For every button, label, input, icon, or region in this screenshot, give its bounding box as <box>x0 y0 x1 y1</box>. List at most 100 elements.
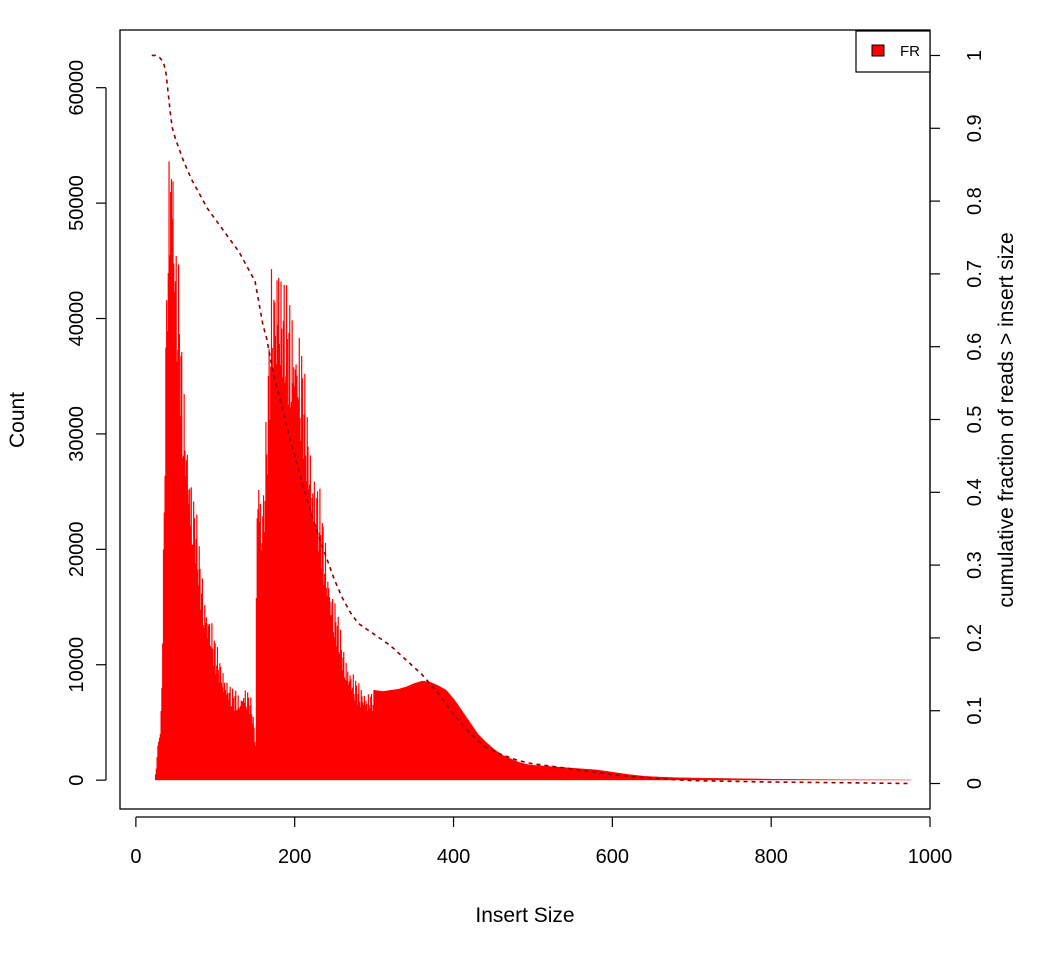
histogram-bar <box>792 779 794 781</box>
histogram-bar <box>221 687 223 781</box>
histogram-bar <box>216 647 219 781</box>
histogram-bar <box>413 683 416 781</box>
histogram-bar <box>777 779 779 781</box>
histogram-bar <box>636 775 639 781</box>
histogram-bar <box>451 697 454 781</box>
histogram-bar <box>754 778 756 781</box>
histogram-bar <box>718 778 720 781</box>
histogram-bar <box>469 722 471 781</box>
histogram-bar <box>660 776 662 781</box>
histogram-bar <box>486 743 489 781</box>
histogram-bar <box>398 688 400 781</box>
histogram-bar <box>781 779 783 781</box>
histogram-bar <box>714 778 716 781</box>
histogram-bar <box>330 601 332 781</box>
histogram-bar <box>272 370 274 781</box>
histogram-bar <box>304 373 306 781</box>
histogram-bar <box>627 774 629 781</box>
histogram-bar <box>279 365 281 781</box>
histogram-bar <box>829 779 832 781</box>
histogram-bar <box>825 779 827 781</box>
histogram-bar <box>421 680 423 781</box>
histogram-bar <box>619 773 621 781</box>
histogram-bar <box>158 741 160 781</box>
histogram-bar <box>635 775 637 781</box>
histogram-bar <box>638 775 640 781</box>
histogram-bar <box>191 545 193 781</box>
y-axis: 0 10000 20000 30000 40000 50000 60000 <box>66 60 107 786</box>
histogram-bar <box>417 682 419 781</box>
histogram-bar <box>607 771 609 781</box>
x-axis: 0 200 400 600 800 1000 <box>130 816 953 868</box>
histogram-bar <box>298 337 300 781</box>
histogram-bar <box>567 767 569 781</box>
histogram-bar <box>690 777 693 781</box>
histogram-bar <box>236 709 238 781</box>
histogram-bar <box>609 771 611 781</box>
histogram-bar <box>802 779 804 781</box>
histogram-bar <box>654 776 656 781</box>
histogram-bar <box>690 777 692 781</box>
histogram-bar <box>698 777 701 781</box>
histogram-bar <box>374 690 377 781</box>
histogram-bar <box>659 776 661 781</box>
histogram-bar <box>775 779 778 781</box>
histogram-bar <box>206 637 208 781</box>
histogram-bar <box>189 525 192 781</box>
histogram-bar <box>224 682 226 781</box>
histogram-bar <box>467 720 470 781</box>
histogram-bar <box>422 681 424 781</box>
histogram-bar <box>184 450 186 781</box>
histogram-bar <box>182 455 184 781</box>
histogram-bar <box>662 777 664 781</box>
histogram-bar <box>757 778 759 781</box>
histogram-bar <box>168 161 170 781</box>
histogram-bar <box>764 778 767 781</box>
histogram-bar <box>224 690 227 781</box>
histogram-bar <box>555 766 557 781</box>
histogram-bar <box>415 682 417 781</box>
histogram-bar <box>470 723 472 781</box>
histogram-bar <box>601 770 603 781</box>
histogram-bar <box>845 779 847 781</box>
histogram-bar <box>320 568 323 781</box>
histogram-bar <box>547 766 549 781</box>
histogram-bar <box>353 693 355 781</box>
histogram-bar <box>380 691 382 781</box>
histogram-bar <box>814 779 817 781</box>
histogram-bar <box>428 681 430 781</box>
histogram-bar <box>390 690 392 781</box>
histogram-bar <box>562 767 564 781</box>
histogram-bar <box>256 518 258 781</box>
histogram-bar <box>177 349 179 781</box>
histogram-bar <box>684 777 686 781</box>
histogram-bar <box>440 686 442 781</box>
histogram-bar <box>484 741 486 781</box>
histogram-bar <box>288 332 290 781</box>
histogram-bar <box>402 687 404 781</box>
x-tick-label: 1000 <box>908 846 953 868</box>
histogram-bar <box>417 682 419 781</box>
histogram-bar <box>713 778 715 781</box>
histogram-bar <box>262 495 265 781</box>
histogram-bar <box>528 764 531 781</box>
histogram-bar <box>834 779 836 781</box>
histogram-bar <box>286 339 288 781</box>
histogram-bar <box>361 696 363 781</box>
histogram-bar <box>679 777 681 781</box>
histogram-bar <box>420 681 422 781</box>
histogram-bar <box>719 778 721 781</box>
histogram-bar <box>295 364 297 781</box>
histogram-bar <box>429 682 431 781</box>
histogram-bar <box>459 707 461 781</box>
histogram-bar <box>493 748 495 781</box>
histogram-bar <box>580 768 582 781</box>
histogram-bar <box>411 684 413 781</box>
histogram-bar <box>553 766 555 781</box>
histogram-bar <box>218 682 220 781</box>
histogram-bar <box>866 779 868 781</box>
histogram-bar <box>370 696 372 781</box>
histogram-bar <box>384 690 386 781</box>
x-tick-label: 400 <box>437 846 470 868</box>
histogram-bar <box>509 758 512 781</box>
